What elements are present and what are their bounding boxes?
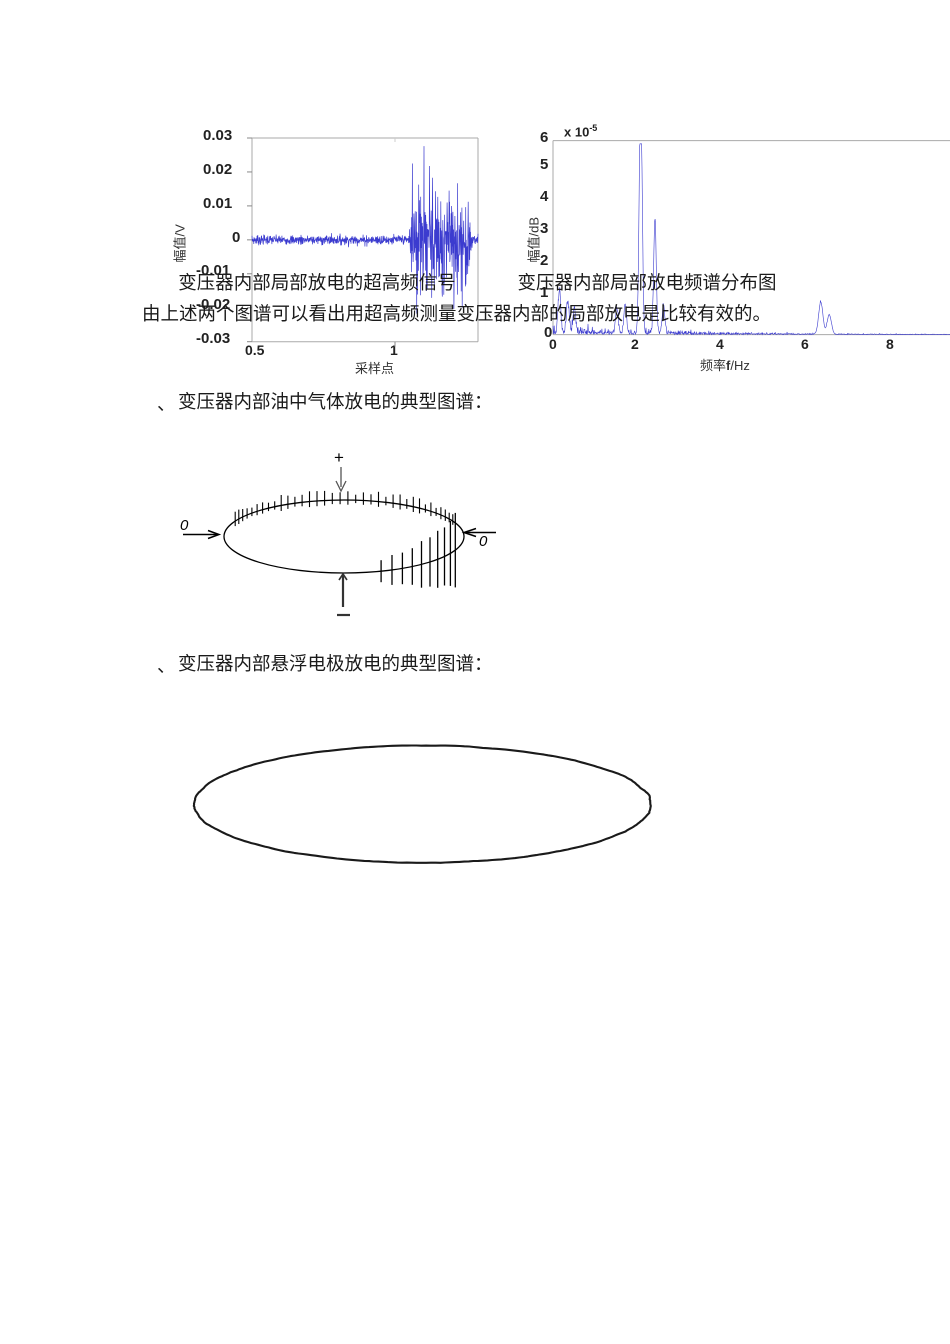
svg-text:+: + xyxy=(334,448,344,467)
svg-text:0: 0 xyxy=(479,533,488,550)
svg-text:0: 0 xyxy=(180,517,189,534)
